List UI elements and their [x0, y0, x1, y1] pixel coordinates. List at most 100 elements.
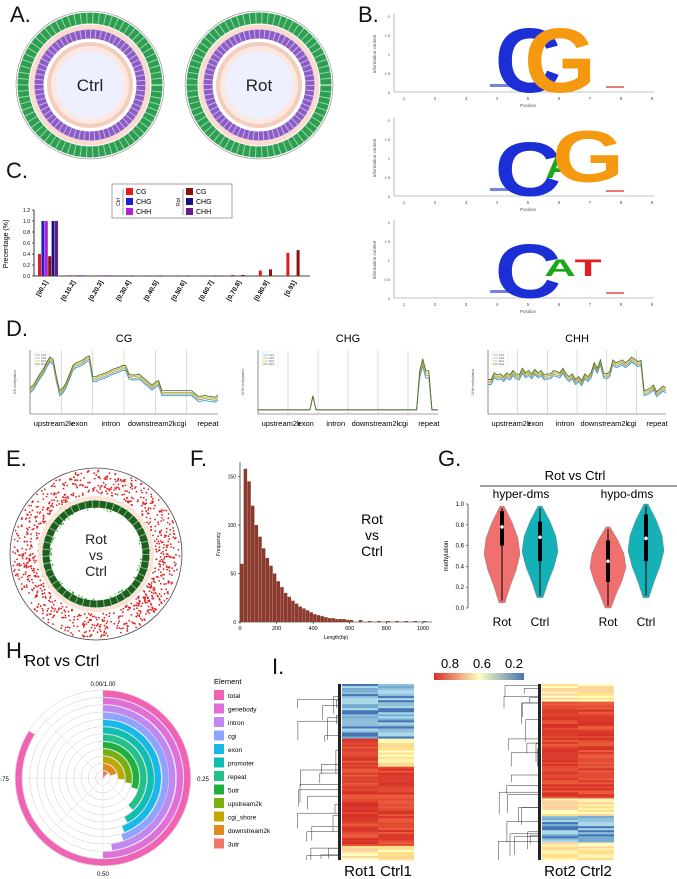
heatmap-dendrogram [297, 684, 341, 861]
line-chart-ylabel: CG methylation [13, 370, 17, 394]
radial-legend-swatch [214, 690, 224, 700]
logo-x-tick: 4 [496, 302, 499, 307]
circos-e-label-line2: vs [89, 547, 103, 563]
hist-bar [261, 548, 266, 622]
violin-label: Ctrl [531, 615, 550, 629]
bar-rot-chh [82, 275, 86, 276]
hist-bar [265, 558, 270, 622]
bar-ctrl-cg [258, 270, 262, 276]
legend-group-label: Rot [176, 197, 182, 205]
line-legend-label: Ctrl1 [499, 354, 505, 357]
bar-rot-cg [103, 275, 107, 276]
panel-label-b: B. [358, 2, 379, 27]
bar-category-label: [0.50.6] [170, 280, 187, 303]
logo-x-tick: 9 [651, 96, 654, 101]
legend-label: CG [136, 189, 147, 196]
violin-y-tick: 1.0 [456, 502, 465, 508]
line-chart-title: CHH [565, 333, 589, 345]
line-series-ctrl2 [488, 359, 667, 396]
radial-legend-swatch [214, 744, 224, 754]
bar-category-label: [0.30.4] [115, 280, 132, 303]
sequence-logo-1: 0 0.5 1 1.5 2 1 2 3 4 5 6 7 8 9 Position Information co… [372, 10, 654, 112]
hist-bar [324, 617, 328, 622]
logo-x-tick: 4 [496, 200, 499, 205]
line-legend-label: Ctrl2 [269, 357, 275, 360]
logo-y-tick: 2 [388, 118, 391, 123]
line-legend-label: Ctrl1 [269, 354, 275, 357]
line-series-ctrl1 [29, 360, 219, 403]
legend-label: CG [196, 189, 207, 196]
logo-y-tick: 1 [388, 258, 391, 263]
bar-rot-cg [48, 256, 52, 276]
radial-bar-5utr [102, 741, 140, 790]
panel-g-violin-plots: Rot vs Ctrl 0.0 0.2 0.4 0.6 0.8 1.0 methylation… [444, 470, 677, 629]
radial-legend-swatch [214, 703, 224, 714]
hist-annotation: Ctrl [361, 543, 383, 559]
colorbar-tick: 0.8 [441, 656, 459, 671]
bar-ctrl-cg [120, 275, 124, 276]
hist-bar [377, 621, 381, 622]
hist-bar [298, 606, 302, 622]
bar-rot-chg [106, 275, 110, 276]
bar-y-tick: 0.0 [23, 274, 30, 280]
hist-bar [331, 618, 335, 622]
logo-y-tick: 0 [388, 194, 391, 199]
hist-x-tick: 1000 [417, 626, 429, 632]
hist-annotation: Rot [361, 511, 383, 527]
violin-label: Rot [493, 615, 512, 629]
bar-rot-cg [75, 275, 79, 276]
hist-bar [404, 621, 409, 622]
hist-bar [254, 525, 259, 622]
line-chart-xlabel: downstream2k [581, 419, 630, 428]
line-chart-title: CHG [336, 333, 360, 345]
hist-bar [243, 468, 248, 622]
logo-x-tick: 4 [496, 96, 499, 101]
logo-x-tick: 6 [558, 96, 561, 101]
logo-x-tick: 5 [527, 200, 530, 205]
radial-bar-promoter [102, 727, 154, 823]
hist-bar [240, 563, 244, 622]
radial-angle-label: 0.25 [197, 777, 209, 783]
radial-legend-swatch [214, 811, 224, 822]
logo-y-tick: 0.5 [384, 277, 390, 282]
logo-x-tick: 1 [403, 200, 406, 205]
radial-legend-title: Element [214, 677, 242, 686]
heatmap-column-label: Rot2 [544, 863, 576, 879]
radial-bar-repeat [102, 734, 147, 810]
radial-legend-label: repeat [228, 774, 247, 781]
radial-legend-swatch [214, 784, 224, 795]
hist-bar [316, 615, 321, 622]
bar-category-label: [0.40.5] [143, 280, 160, 303]
hist-bar [346, 620, 350, 622]
logo-letter-g: G [524, 10, 596, 112]
violin-y-tick: 0.0 [456, 606, 465, 612]
hist-bar [358, 620, 363, 622]
bar-y-tick: 1.0 [23, 219, 30, 225]
logo-y-tick: 0 [388, 90, 391, 95]
line-chart-xlabel: repeat [418, 419, 440, 428]
radial-angle-label: 0.50 [97, 872, 109, 878]
bar-rot-cg [241, 274, 245, 276]
violin-group-label: hypo-dms [601, 487, 654, 501]
hist-bar [349, 620, 354, 622]
line-chart-xlabel: downstream2k [128, 419, 177, 428]
line-legend-label: Ctrl2 [499, 357, 505, 360]
violin-median [500, 525, 504, 529]
hist-bar [280, 587, 284, 622]
panel-c-bar-chart: 0.0 0.2 0.4 0.6 0.8 1.0 1.2 Precentage (%) [00.1… [3, 183, 310, 303]
hist-x-tick: 800 [382, 626, 391, 632]
panel-f-histogram: 0 50 100 150 0 200 400 600 800 1000 Length(bp) Freq… [216, 462, 432, 641]
bar-y-tick: 0.8 [23, 230, 30, 236]
bar-y-tick: 0.2 [23, 263, 30, 269]
legend-label: CHG [196, 199, 212, 206]
legend-swatch [186, 208, 193, 215]
bar-rot-chg [79, 275, 83, 276]
violin-ylabel: methylation [444, 541, 450, 572]
logo-x-tick: 2 [434, 200, 437, 205]
sequence-logo-3: 0 0.5 1 1.5 2 1 2 3 4 5 6 7 8 9 Position Information co… [372, 220, 654, 315]
radial-legend-swatch [214, 730, 224, 741]
hist-bar [386, 621, 390, 622]
bar-ctrl-cg [203, 275, 207, 276]
